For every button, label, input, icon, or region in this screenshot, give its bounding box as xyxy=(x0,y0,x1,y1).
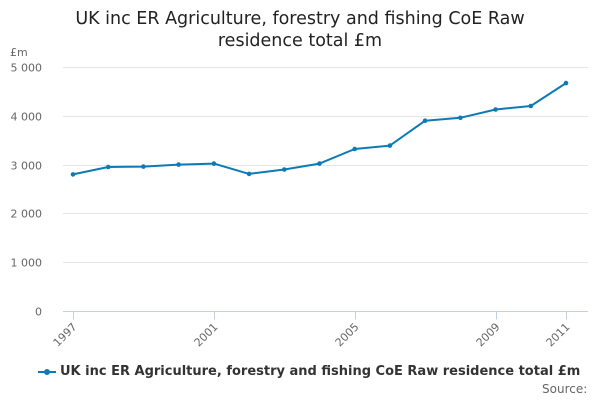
data-point[interactable] xyxy=(458,115,463,121)
data-point[interactable] xyxy=(528,103,534,109)
legend-line-swatch xyxy=(38,368,56,375)
data-point[interactable] xyxy=(387,143,393,148)
data-point[interactable] xyxy=(563,80,569,86)
chart-title: UK inc ER Agriculture, forestry and fish… xyxy=(40,8,560,52)
legend-label: UK inc ER Agriculture, forestry and fish… xyxy=(60,364,581,379)
axis-layer: 0 1 000 2 000 3 000 4 000 5 000 1997 2001 2005 20… xyxy=(11,62,588,349)
data-point[interactable] xyxy=(282,167,287,172)
data-point[interactable] xyxy=(352,146,358,152)
legend-marker xyxy=(44,368,50,375)
y-tick-label: 4 000 xyxy=(11,111,43,124)
x-tick-label: 1997 xyxy=(51,320,80,349)
y-tick-label: 0 xyxy=(35,306,42,319)
y-tick-label: 2 000 xyxy=(11,208,43,221)
x-tick-label: 2005 xyxy=(333,320,362,349)
data-point[interactable] xyxy=(246,171,252,177)
y-tick-label: 5 000 xyxy=(11,62,43,75)
data-point[interactable] xyxy=(493,107,498,112)
chart-title-line-1: UK inc ER Agriculture, forestry and fish… xyxy=(75,9,525,29)
y-axis-unit-label: £m xyxy=(10,46,28,59)
data-point[interactable] xyxy=(176,162,181,167)
series-layer xyxy=(70,80,569,177)
chart-title-line-2: residence total £m xyxy=(217,31,383,51)
data-point[interactable] xyxy=(422,118,428,123)
x-tick-label: 2001 xyxy=(192,320,221,349)
series-line xyxy=(72,82,567,176)
y-tick-label: 1 000 xyxy=(11,257,43,270)
source-label: Source: xyxy=(542,382,588,396)
y-tick-label: 3 000 xyxy=(11,160,43,173)
data-point[interactable] xyxy=(105,164,111,170)
data-point[interactable] xyxy=(70,172,76,177)
x-tick-label: 2009 xyxy=(474,320,503,349)
data-point[interactable] xyxy=(317,161,322,166)
x-tick-label: 2011 xyxy=(544,320,573,349)
legend[interactable]: UK inc ER Agriculture, forestry and fish… xyxy=(38,364,580,379)
data-point[interactable] xyxy=(141,164,146,169)
data-point[interactable] xyxy=(211,161,217,166)
